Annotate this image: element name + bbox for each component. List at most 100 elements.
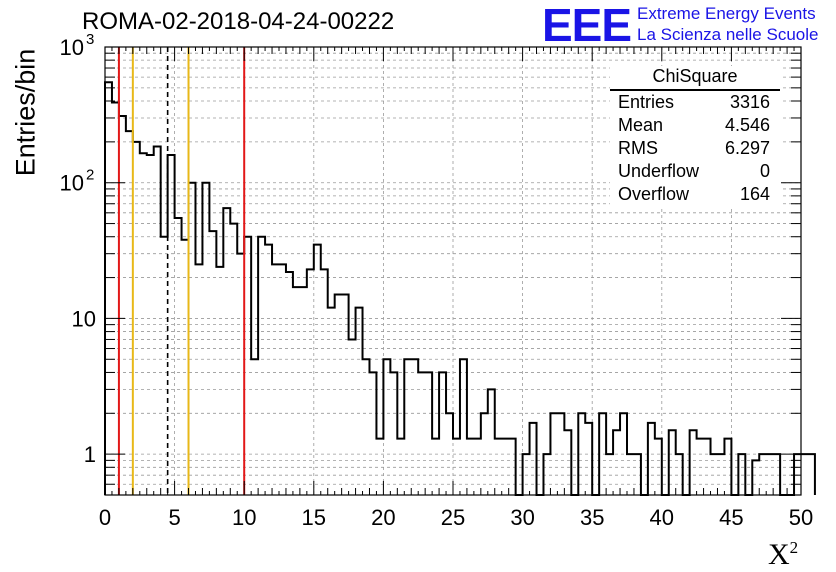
histogram-bin: [390, 372, 397, 495]
histogram-bin: [550, 413, 557, 495]
histogram-bin: [133, 142, 140, 495]
logo-line-1: Extreme Energy Events: [637, 4, 816, 23]
histogram-bin: [502, 439, 509, 495]
histogram-bin: [230, 224, 237, 495]
histogram-bin: [383, 359, 390, 495]
histogram-bin: [564, 430, 571, 495]
histogram-bin: [349, 339, 356, 495]
histogram-bin: [321, 269, 328, 495]
histogram-bin: [272, 264, 279, 495]
stats-value: 6.297: [724, 138, 770, 158]
histogram-bin: [342, 295, 349, 495]
histogram-bin: [209, 231, 216, 495]
histogram-bin: [543, 454, 550, 495]
histogram-bin: [724, 439, 731, 495]
histogram-bin: [530, 423, 537, 495]
x-tick-label: 15: [302, 505, 326, 530]
histogram-bin: [140, 153, 147, 495]
histogram-bin: [369, 372, 376, 495]
histogram-bin: [690, 430, 697, 495]
histogram-bin: [195, 264, 202, 495]
y-tick-label: 10: [60, 171, 84, 196]
stats-box: ChiSquare Entries 3316 Mean 4.546 RMS 6.…: [610, 66, 780, 207]
stats-label: Underflow: [618, 161, 700, 181]
stats-value: 164: [739, 184, 770, 204]
histogram-bin: [481, 413, 488, 495]
histogram-bin: [300, 287, 307, 495]
histogram-bin: [126, 131, 133, 495]
histogram-bin: [523, 454, 530, 495]
histogram-bin: [697, 439, 704, 495]
histogram-bin: [648, 423, 655, 495]
histogram-bin: [411, 359, 418, 495]
histogram-bin: [634, 454, 641, 495]
histogram-bin: [328, 308, 335, 495]
x-tick-label: 30: [510, 505, 534, 530]
histogram-bin: [293, 287, 300, 495]
histogram-bars: [104, 81, 816, 496]
x-tick-label: 35: [580, 505, 604, 530]
histogram-bin: [251, 359, 258, 495]
histogram-bin: [585, 423, 592, 495]
histogram-bin: [404, 359, 411, 495]
x-tick-label: 50: [789, 505, 813, 530]
histogram-bin: [439, 372, 446, 495]
stats-value: 4.546: [724, 115, 770, 135]
histogram-bin: [202, 183, 209, 495]
histogram-bin: [223, 208, 230, 495]
histogram-bin: [154, 146, 161, 495]
y-tick-label: 10: [72, 306, 96, 331]
histogram-bin: [286, 272, 293, 495]
histogram-bin: [759, 454, 766, 495]
stats-title: ChiSquare: [610, 66, 780, 91]
histogram-bin: [244, 237, 251, 495]
logo-line-2: La Scienza nelle Scuole: [637, 25, 819, 44]
histogram-bin: [467, 439, 474, 495]
histogram-bin: [509, 439, 516, 495]
histogram-bin: [711, 454, 718, 495]
x-tick-label: 0: [99, 505, 111, 530]
x-tick-label: 40: [650, 505, 674, 530]
stats-value: 0: [759, 161, 770, 181]
stats-label: Mean: [618, 115, 664, 135]
y-tick-label: 1: [84, 442, 96, 467]
histogram-bin: [216, 267, 223, 495]
histogram-bin: [773, 454, 780, 495]
stats-row-overflow: Overflow 164: [610, 184, 780, 207]
x-tick-label: 10: [232, 505, 256, 530]
x-tick-label: 5: [168, 505, 180, 530]
chart-title: ROMA-02-2018-04-24-00222: [82, 8, 395, 35]
histogram-bin: [488, 389, 495, 495]
stats-label: Entries: [618, 92, 675, 112]
histogram-bin: [655, 439, 662, 495]
histogram-bin: [425, 372, 432, 495]
x-axis-label: X2: [768, 538, 799, 571]
histogram-bin: [314, 245, 321, 495]
stats-row-mean: Mean 4.546: [610, 115, 780, 138]
histogram-bin: [168, 155, 175, 495]
histogram-bin: [669, 430, 676, 495]
y-tick-label-exponent: 2: [86, 167, 94, 184]
histogram-bin: [453, 439, 460, 495]
histogram-bin: [265, 245, 272, 495]
histogram-step-line: [104, 81, 816, 496]
histogram-bin: [175, 218, 182, 495]
histogram-bin: [676, 454, 683, 495]
histogram-bin: [147, 155, 154, 495]
histogram-bin: [474, 439, 481, 495]
histogram-bin: [801, 454, 808, 495]
histogram-bin: [418, 372, 425, 495]
histogram-bin: [606, 454, 613, 495]
histogram-bin: [557, 413, 564, 495]
histogram-bin: [495, 439, 502, 495]
histogram-bin: [808, 454, 815, 495]
stats-row-rms: RMS 6.297: [610, 138, 780, 161]
histogram-bin: [620, 413, 627, 495]
histogram-bin: [279, 264, 286, 495]
histogram-bin: [446, 413, 453, 495]
x-tick-label: 25: [441, 505, 465, 530]
histogram-bin: [237, 254, 244, 495]
stats-label: Overflow: [618, 184, 690, 204]
histogram-bin: [363, 359, 370, 495]
